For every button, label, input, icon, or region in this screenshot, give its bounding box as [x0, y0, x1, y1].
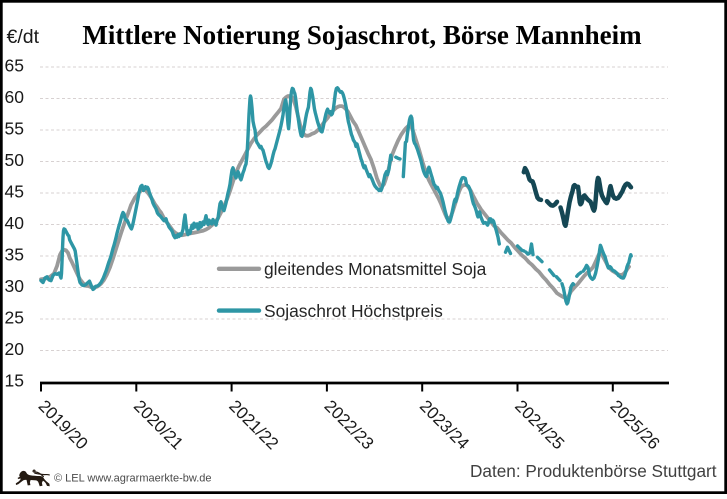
svg-text:gleitendes Monatsmittel Soja: gleitendes Monatsmittel Soja [264, 259, 487, 279]
svg-text:Daten: Produktenbörse Stuttgar: Daten: Produktenbörse Stuttgart [470, 461, 717, 481]
svg-text:65: 65 [5, 56, 24, 76]
svg-text:45: 45 [5, 182, 24, 202]
svg-text:25: 25 [5, 308, 24, 328]
svg-text:40: 40 [5, 213, 25, 233]
svg-text:60: 60 [5, 87, 25, 107]
svg-text:15: 15 [5, 371, 24, 391]
svg-text:Mittlere Notierung Sojaschrot,: Mittlere Notierung Sojaschrot, Börse Man… [82, 20, 642, 50]
svg-text:50: 50 [5, 150, 25, 170]
svg-text:30: 30 [5, 276, 25, 296]
svg-text:35: 35 [5, 245, 24, 265]
svg-text:20: 20 [5, 339, 25, 359]
svg-text:© LEL www.agrarmaerkte-bw.de: © LEL www.agrarmaerkte-bw.de [54, 473, 212, 485]
svg-text:55: 55 [5, 119, 24, 139]
svg-text:Sojaschrot Höchstpreis: Sojaschrot Höchstpreis [264, 301, 443, 321]
svg-text:€/dt: €/dt [7, 26, 40, 48]
